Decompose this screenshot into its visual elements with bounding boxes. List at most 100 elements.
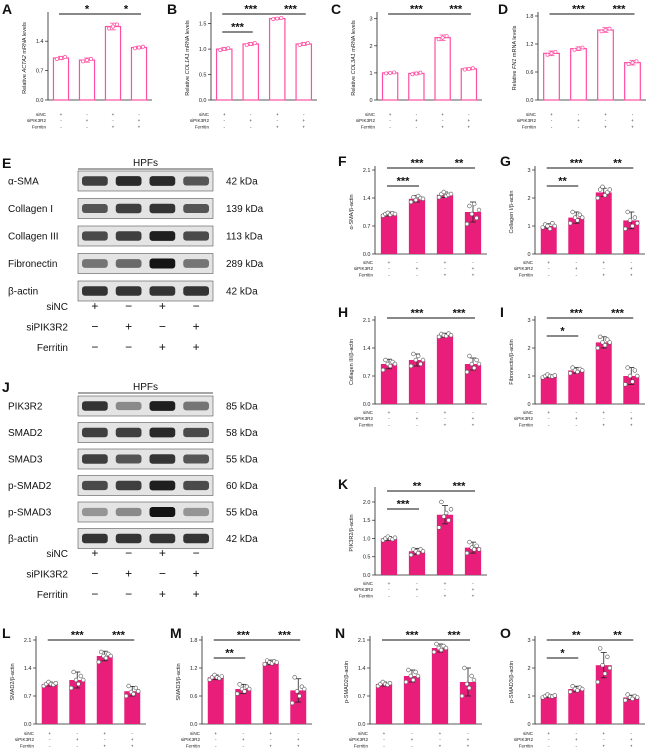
condition-sign: + — [159, 587, 166, 601]
bar — [375, 684, 393, 724]
bar — [380, 538, 398, 575]
blot-strip — [77, 170, 214, 192]
data-point — [384, 71, 389, 76]
significance-label: * — [124, 4, 129, 16]
condition-sign: + — [125, 320, 132, 334]
data-point — [632, 215, 638, 220]
data-point — [439, 499, 444, 505]
condition-label: siNC — [358, 731, 369, 736]
y-axis-label-part: Relative — [351, 74, 357, 95]
data-point — [420, 196, 426, 202]
bar — [464, 547, 482, 575]
y-axis-label: p-SMAD2/β-actin — [344, 661, 350, 703]
bar — [540, 696, 557, 724]
data-point — [627, 373, 633, 379]
data-point — [235, 691, 240, 696]
data-point — [444, 34, 449, 39]
data-point — [418, 70, 423, 75]
condition-label: Ferritin — [20, 743, 35, 748]
condition-sign: − — [193, 546, 200, 560]
condition-sign: + — [269, 743, 272, 748]
condition-sign: + — [389, 112, 392, 117]
condition-sign: - — [297, 731, 299, 736]
bar — [408, 360, 426, 404]
condition-sign: − — [193, 299, 200, 313]
y-tick-label: 0.0 — [363, 573, 371, 579]
y-tick-label: 0.0 — [526, 98, 534, 104]
condition-label: siNC — [46, 302, 68, 313]
significance-label: *** — [411, 308, 425, 320]
data-point — [623, 382, 628, 387]
condition-sign: - — [603, 266, 605, 271]
condition-label: siPIK3R2 — [517, 118, 537, 123]
data-point — [469, 361, 474, 367]
condition-sign: - — [630, 260, 632, 265]
data-point — [262, 662, 267, 667]
y-tick-label: 0.5 — [363, 555, 371, 561]
y-tick-label: 2 — [527, 666, 530, 672]
condition-sign: + — [159, 546, 166, 560]
condition-sign: + — [444, 410, 447, 415]
data-point — [467, 539, 472, 545]
condition-label: Ferritin — [195, 124, 210, 129]
condition-sign: - — [444, 266, 446, 271]
data-point — [472, 365, 477, 371]
condition-sign: - — [112, 118, 114, 123]
bar — [540, 376, 557, 404]
condition-label: siPIK3R2 — [354, 266, 374, 271]
condition-sign: - — [131, 731, 133, 736]
condition-sign: + — [630, 416, 633, 421]
y-axis-label: PIK3R2/β-actin — [349, 514, 355, 551]
condition-sign: - — [551, 118, 553, 123]
data-point — [474, 215, 479, 221]
y-axis-label-part: Relative — [185, 74, 191, 95]
data-point — [459, 693, 465, 699]
data-point — [627, 218, 633, 223]
chart-panel-a: A 0.0 0.7 1.4 Relative ACTA2 mRNA levels * * si… — [2, 1, 152, 129]
data-point — [597, 334, 603, 339]
blot-strip — [77, 528, 214, 549]
blot-band — [115, 231, 142, 241]
data-point — [462, 665, 467, 671]
y-axis-label: Relative COL1A1 mRNA levels — [185, 20, 191, 96]
data-point — [630, 223, 635, 229]
condition-sign: - — [86, 112, 88, 117]
data-point — [466, 66, 471, 71]
data-point — [575, 688, 580, 693]
bar — [431, 648, 449, 724]
condition-sign: + — [630, 737, 633, 742]
y-tick-label: 0.7 — [358, 694, 366, 700]
condition-label: siNC — [46, 549, 68, 560]
blot-title: HPFs — [133, 158, 158, 169]
chart-panel-f: F0.00.71.42.1α-SMA/β-actin****** **siNC + -… — [338, 153, 487, 277]
data-point — [413, 669, 418, 675]
panel-label: F — [338, 153, 347, 169]
data-point — [89, 56, 93, 61]
panel-label: G — [500, 153, 511, 169]
bar — [96, 656, 113, 724]
data-point — [248, 42, 253, 46]
blot-band — [183, 507, 209, 517]
bar — [124, 691, 141, 724]
blot-strip — [77, 225, 214, 247]
y-axis-label-part: Relative — [512, 69, 518, 90]
condition-sign: + — [631, 124, 634, 129]
data-point — [131, 691, 136, 697]
data-point — [570, 209, 575, 215]
condition-sign: + — [416, 416, 419, 421]
condition-sign: + — [444, 422, 447, 427]
y-tick-label: 1 — [527, 374, 530, 380]
bar — [464, 364, 482, 404]
condition-label: Ferritin — [519, 422, 534, 427]
condition-sign: + — [103, 731, 106, 736]
condition-sign: + — [547, 260, 550, 265]
y-axis-label: Relative FN1 mRNA levels — [512, 25, 518, 90]
blot-protein-label: PIK3R2 — [8, 402, 43, 413]
condition-label: siPIK3R2 — [354, 587, 374, 592]
condition-sign: + — [76, 737, 79, 742]
data-point — [81, 59, 85, 64]
bar — [403, 676, 421, 724]
condition-sign: + — [547, 410, 550, 415]
blot-kda-label: 85 kDa — [226, 402, 258, 413]
y-tick-label: 0.0 — [36, 98, 44, 104]
